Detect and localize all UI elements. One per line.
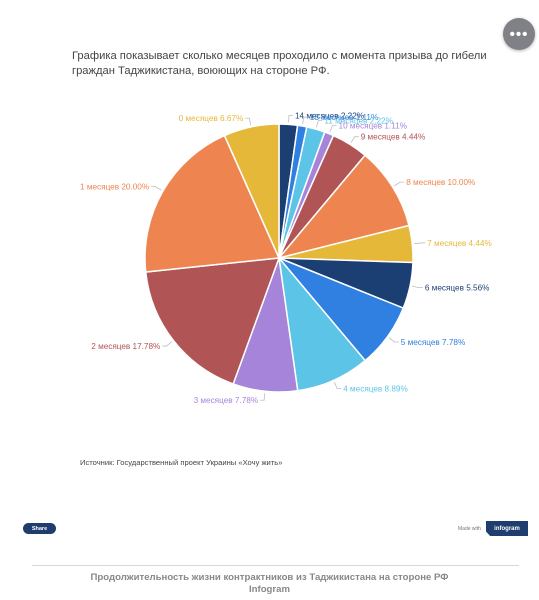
pie-label-10: 3 месяцев 7.78% [194, 396, 259, 405]
pie-label-5: 8 месяцев 10.00% [406, 178, 475, 187]
leader-line-11 [162, 341, 173, 347]
pie-label-4: 9 месяцев 4.44% [361, 133, 426, 142]
leader-line-12 [151, 186, 162, 191]
leader-line-8 [388, 337, 399, 343]
leader-line-7 [411, 285, 423, 289]
pie-label-7: 6 месяцев 5.56% [425, 284, 490, 293]
caption-source[interactable]: Infogram [248, 584, 291, 595]
more-options-button[interactable]: ••• [503, 18, 535, 50]
leader-line-13 [245, 117, 252, 126]
pie-label-3: 10 месяцев 1.11% [339, 121, 407, 130]
pie-label-12: 1 месяцев 20.00% [80, 183, 149, 192]
pie-label-11: 2 месяцев 17.78% [91, 342, 160, 351]
leader-line-9 [334, 382, 342, 390]
pie-slice-12[interactable] [144, 134, 281, 273]
chart-title: Графика показывает сколько месяцев прохо… [72, 50, 487, 77]
infogram-badge-link[interactable]: infogram [486, 521, 528, 536]
leader-line-6 [414, 242, 426, 245]
pie-slice-13[interactable] [223, 123, 280, 259]
page-caption: Продолжительность жизни контрактников из… [0, 572, 539, 596]
pie-label-13: 0 месяцев 6.67% [179, 114, 244, 123]
leader-line-10 [260, 393, 266, 401]
pie-slice-11[interactable] [144, 257, 281, 385]
source-note: Источник: Государственный проект Украины… [80, 458, 283, 467]
leader-line-4 [350, 136, 359, 143]
made-with-label: Made with [458, 526, 481, 532]
pie-label-6: 7 месяцев 4.44% [427, 239, 492, 248]
leader-line-0 [288, 114, 293, 123]
pie-label-8: 5 месяцев 7.78% [401, 338, 466, 347]
pie-slice-5[interactable] [276, 154, 410, 260]
leader-line-5 [394, 181, 405, 187]
divider [32, 565, 519, 566]
leader-line-3 [329, 124, 337, 133]
leader-line-1 [302, 116, 308, 125]
pie-label-0: 14 месяцев 2.22% [295, 111, 364, 120]
leader-line-2 [316, 120, 323, 128]
pie-label-9: 4 месяцев 8.89% [343, 385, 408, 394]
pie-label-1: 13 месяцев 1.11% [310, 113, 378, 122]
caption-title: Продолжительность жизни контрактников из… [90, 572, 449, 583]
pie-label-2: 11 месяцев 2.22% [324, 117, 392, 126]
share-button[interactable]: Share [23, 523, 56, 534]
